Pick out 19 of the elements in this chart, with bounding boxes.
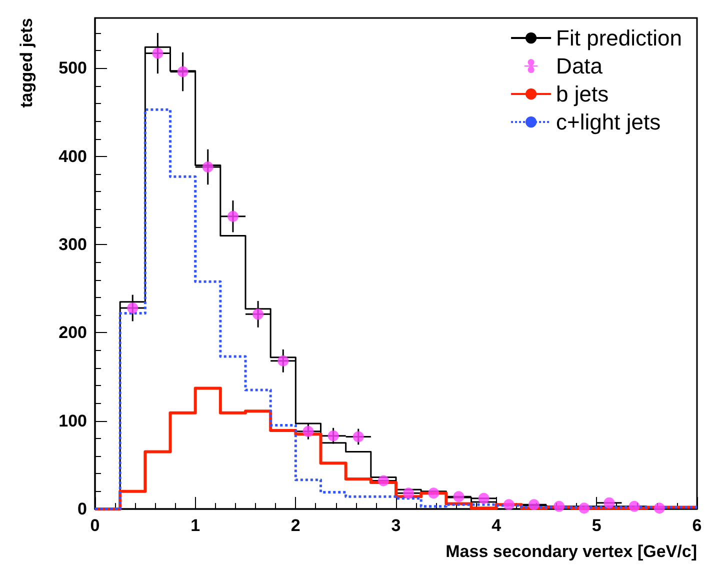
x-tick-label: 1 bbox=[190, 516, 200, 535]
x-tick-label: 0 bbox=[90, 516, 100, 535]
x-tick-label: 3 bbox=[391, 516, 401, 535]
y-tick-label: 400 bbox=[58, 146, 87, 166]
y-tick-label: 0 bbox=[78, 500, 87, 518]
legend-label: b jets bbox=[556, 82, 609, 106]
x-axis-title: Mass secondary vertex [GeV/c] bbox=[446, 542, 697, 561]
y-axis-title: tagged jets bbox=[17, 18, 36, 108]
x-tick-label: 2 bbox=[290, 516, 300, 535]
x-tick-label: 6 bbox=[692, 516, 702, 535]
y-tick-label: 500 bbox=[58, 58, 87, 78]
y-tick-label: 200 bbox=[58, 323, 87, 342]
y-tick-label: 100 bbox=[58, 411, 87, 430]
legend-label: Fit prediction bbox=[556, 26, 682, 50]
x-tick-label: 5 bbox=[592, 516, 602, 535]
x-tick-label: 4 bbox=[492, 516, 502, 535]
y-tick-label: 300 bbox=[58, 235, 87, 254]
legend-label: c+light jets bbox=[556, 110, 661, 134]
legend-label: Data bbox=[556, 54, 604, 78]
